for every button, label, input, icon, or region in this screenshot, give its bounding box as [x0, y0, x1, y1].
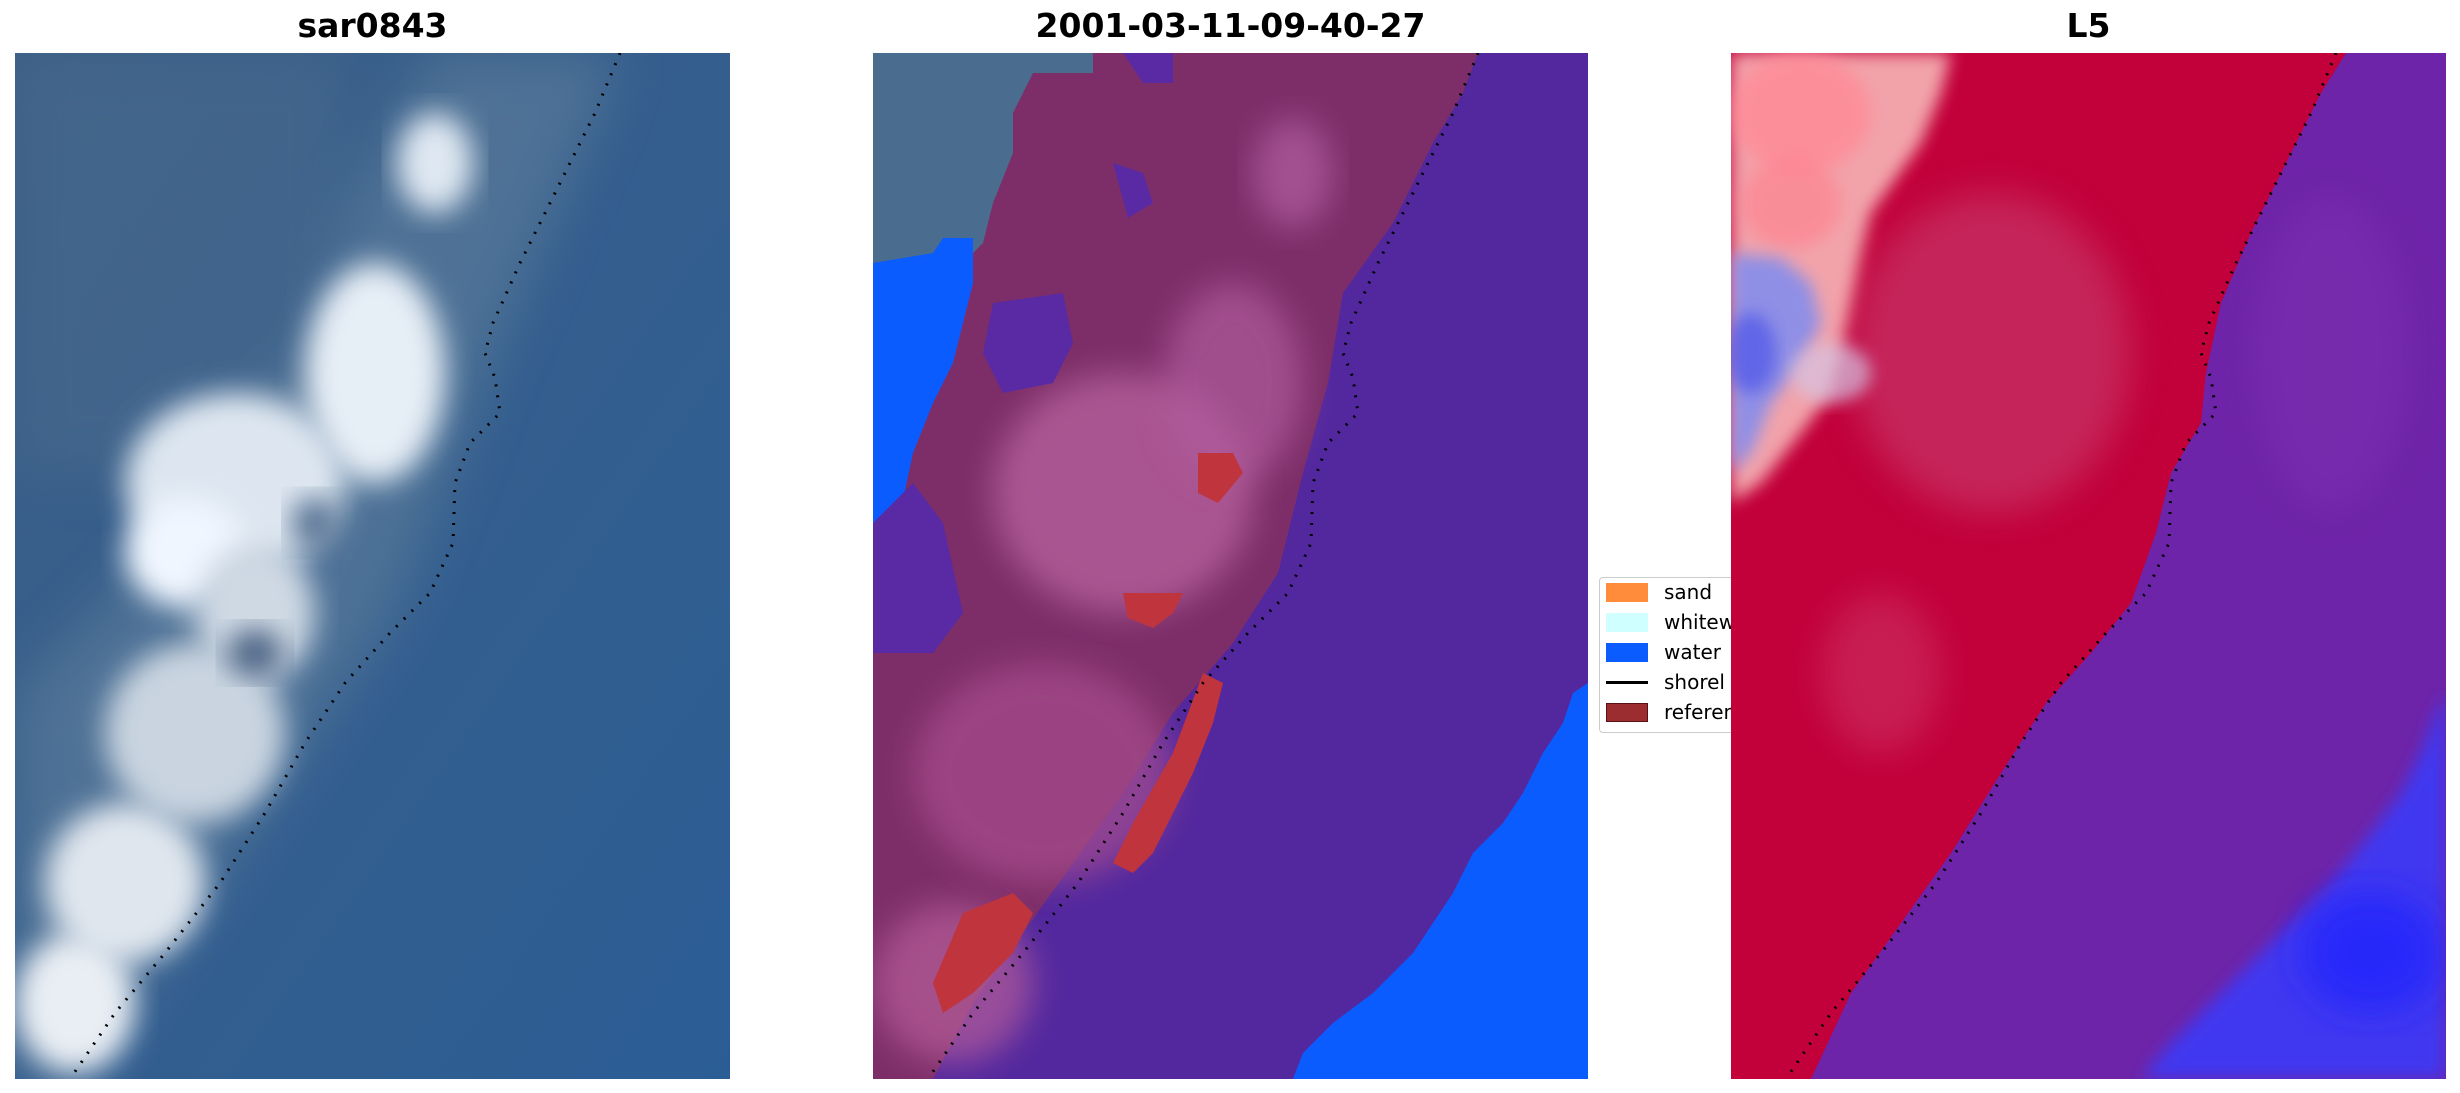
unclassified-area	[873, 53, 1093, 313]
legend-label: referen	[1664, 700, 1737, 724]
bright-patch	[195, 543, 315, 683]
legend-swatch	[1606, 642, 1648, 662]
panel-title-index: L5	[2066, 6, 2111, 45]
panel-title-classification: 2001-03-11-09-40-27	[1035, 6, 1426, 45]
index-image-panel	[1731, 53, 2446, 1079]
shoreline-path	[1784, 53, 2338, 1079]
bright-patch	[397, 113, 473, 213]
dark-spot	[291, 497, 339, 549]
shoreline-path	[926, 53, 1480, 1079]
panel-title-rgb: sar0843	[297, 6, 448, 45]
reference-area	[1113, 673, 1223, 873]
bright-patch	[45, 803, 205, 963]
bright-patch	[15, 933, 135, 1073]
water-class-area	[1293, 683, 1588, 1079]
legend: sand whitew water shorel referen	[1599, 577, 1749, 733]
rgb-image	[15, 53, 730, 1079]
legend-swatch	[1606, 612, 1648, 632]
legend-item-shoreline: shorel	[1606, 668, 1725, 696]
legend-label: sand	[1664, 580, 1713, 604]
legend-label: whitew	[1664, 610, 1736, 634]
shoreline-path	[68, 53, 622, 1079]
legend-item-water: water	[1606, 638, 1721, 666]
legend-item-sand: sand	[1606, 578, 1712, 606]
bright-patch	[305, 263, 445, 483]
legend-line	[1606, 680, 1648, 684]
legend-label: shorel	[1664, 670, 1725, 694]
classification-image	[873, 53, 1588, 1079]
water-class-area	[873, 238, 973, 523]
rgb-image-panel	[15, 53, 730, 1079]
light-blue-area	[1731, 253, 1821, 473]
legend-label: water	[1664, 640, 1721, 664]
reference-area	[933, 893, 1033, 1013]
legend-swatch	[1606, 582, 1648, 602]
dark-spot	[227, 629, 283, 677]
reference-area	[1198, 453, 1243, 503]
index-image	[1731, 53, 2446, 1079]
legend-swatch	[1606, 702, 1648, 722]
classification-panel	[873, 53, 1588, 1079]
reference-area	[1123, 593, 1183, 628]
legend-item-whitewater: whitew	[1606, 608, 1735, 636]
legend-item-reference: referen	[1606, 698, 1736, 726]
bright-patch	[105, 643, 285, 823]
